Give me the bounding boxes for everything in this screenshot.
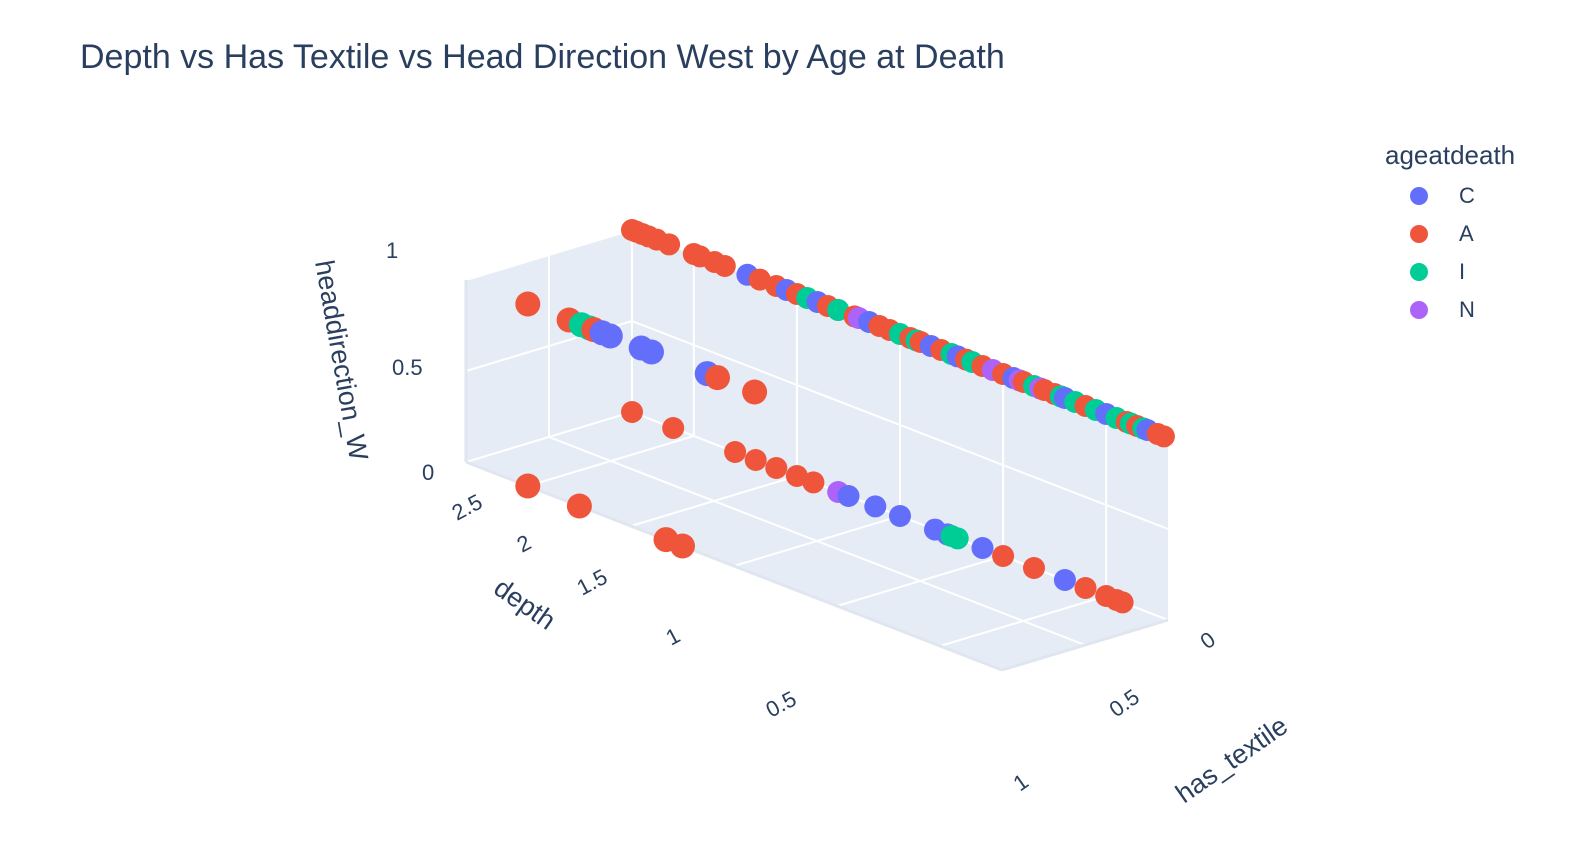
legend-item-c[interactable]: C bbox=[1385, 177, 1515, 215]
legend-item-n[interactable]: N bbox=[1385, 291, 1515, 329]
point-c-90[interactable] bbox=[597, 323, 623, 349]
point-a-96[interactable] bbox=[705, 365, 730, 391]
x-tick-0.5: 0.5 bbox=[1105, 684, 1144, 722]
point-a-15[interactable] bbox=[748, 268, 771, 291]
legend-label-c: C bbox=[1459, 183, 1475, 208]
point-a-82[interactable] bbox=[515, 291, 541, 317]
legend-marker-i bbox=[1410, 263, 1428, 281]
point-c-65[interactable] bbox=[1053, 569, 1076, 591]
legend-item-i[interactable]: I bbox=[1385, 253, 1515, 291]
point-a-11[interactable] bbox=[713, 255, 736, 277]
y-axis-title: depth bbox=[489, 572, 562, 635]
x-tick-0: 0 bbox=[1196, 627, 1220, 655]
point-a-74[interactable] bbox=[1111, 591, 1134, 614]
point-a-17[interactable] bbox=[765, 457, 788, 479]
grid-side-z-0 bbox=[465, 411, 633, 463]
point-c-35[interactable] bbox=[889, 505, 911, 527]
y-tick-2: 2 bbox=[513, 530, 536, 558]
grid-floor-x-1 bbox=[548, 436, 1086, 646]
x-axis-line bbox=[1001, 618, 1169, 672]
legend-marker-a bbox=[1410, 225, 1428, 243]
point-a-58[interactable] bbox=[1023, 557, 1045, 579]
point-c-92[interactable] bbox=[639, 339, 664, 365]
y-tick-2.5: 2.5 bbox=[448, 489, 487, 525]
grid-back-z-1 bbox=[631, 320, 1169, 530]
point-a-1[interactable] bbox=[621, 401, 643, 423]
legend-item-a[interactable]: A bbox=[1385, 215, 1515, 253]
grid-side-z-2 bbox=[465, 229, 633, 281]
z-axis-title: headdirection_W bbox=[309, 258, 374, 463]
point-a-83[interactable] bbox=[515, 473, 541, 499]
y-tick-1.5: 1.5 bbox=[573, 564, 612, 600]
legend-marker-n bbox=[1410, 301, 1428, 319]
point-c-50[interactable] bbox=[971, 537, 994, 559]
x-axis-title: has_textile bbox=[1170, 710, 1293, 809]
point-a-97[interactable] bbox=[742, 379, 768, 405]
point-c-28[interactable] bbox=[837, 485, 860, 507]
point-a-22[interactable] bbox=[802, 471, 825, 494]
z-tick-1: 1 bbox=[386, 238, 398, 263]
point-a-6[interactable] bbox=[658, 233, 681, 256]
z-tick-0.5: 0.5 bbox=[392, 355, 423, 380]
point-a-12[interactable] bbox=[724, 441, 747, 463]
point-a-7[interactable] bbox=[662, 417, 685, 439]
point-a-54[interactable] bbox=[992, 545, 1015, 567]
legend: ageatdeath C A I N bbox=[1385, 140, 1515, 329]
z-tick-0: 0 bbox=[422, 460, 434, 485]
point-a-94[interactable] bbox=[670, 533, 695, 559]
legend-title: ageatdeath bbox=[1385, 140, 1516, 170]
point-a-14[interactable] bbox=[744, 449, 767, 471]
point-a-20[interactable] bbox=[785, 465, 808, 487]
point-a-68[interactable] bbox=[1074, 577, 1097, 599]
legend-marker-c bbox=[1410, 187, 1428, 205]
x-tick-1: 1 bbox=[1009, 769, 1033, 797]
point-a-81[interactable] bbox=[1152, 425, 1175, 448]
point-i-47[interactable] bbox=[946, 527, 969, 550]
point-a-85[interactable] bbox=[566, 493, 592, 519]
chart-title: Depth vs Has Textile vs Head Direction W… bbox=[80, 38, 1005, 76]
y-tick-1: 1 bbox=[662, 623, 685, 651]
legend-label-n: N bbox=[1459, 297, 1475, 322]
y-axis-line bbox=[465, 460, 1003, 672]
data-points[interactable] bbox=[515, 219, 1175, 614]
legend-label-i: I bbox=[1459, 259, 1466, 284]
y-tick-0.5: 0.5 bbox=[762, 686, 801, 722]
point-c-32[interactable] bbox=[864, 495, 887, 518]
legend-label-a: A bbox=[1459, 221, 1474, 246]
